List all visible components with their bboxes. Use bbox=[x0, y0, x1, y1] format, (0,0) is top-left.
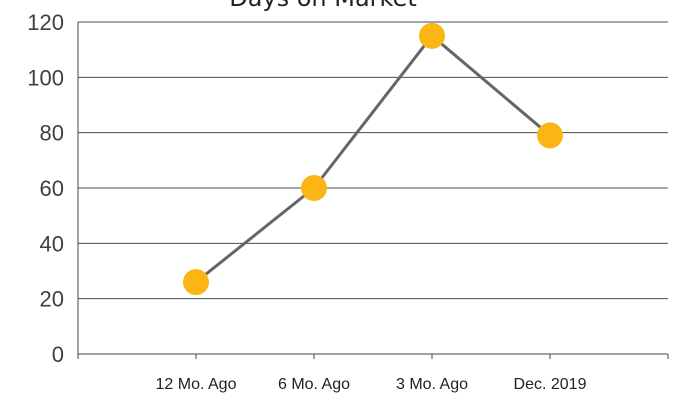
gridlines bbox=[78, 21, 668, 300]
data-point bbox=[183, 269, 209, 296]
axes bbox=[77, 22, 669, 359]
y-tick-label: 0 bbox=[52, 342, 64, 367]
x-axis-ticks: 12 Mo. Ago 6 Mo. Ago 3 Mo. Ago Dec. 2019 bbox=[156, 376, 587, 393]
y-tick-label: 40 bbox=[40, 231, 64, 256]
data-point bbox=[301, 175, 327, 201]
x-tick-label: 3 Mo. Ago bbox=[396, 376, 468, 393]
chart-title: Days on Market bbox=[229, 0, 417, 12]
data-point bbox=[537, 122, 563, 149]
x-tick-label: 12 Mo. Ago bbox=[156, 376, 237, 393]
y-tick-label: 100 bbox=[27, 65, 64, 90]
data-point bbox=[419, 22, 445, 49]
series-days-on-market bbox=[183, 22, 563, 296]
y-tick-label: 60 bbox=[40, 176, 64, 201]
x-tick-label: 6 Mo. Ago bbox=[278, 376, 350, 393]
y-tick-label: 80 bbox=[40, 121, 64, 146]
series-line bbox=[195, 33, 551, 284]
x-tick-label: Dec. 2019 bbox=[514, 376, 587, 393]
y-tick-label: 120 bbox=[27, 10, 64, 35]
y-axis-ticks: 0 20 40 60 80 100 120 bbox=[27, 10, 64, 367]
y-tick-label: 20 bbox=[40, 287, 64, 312]
